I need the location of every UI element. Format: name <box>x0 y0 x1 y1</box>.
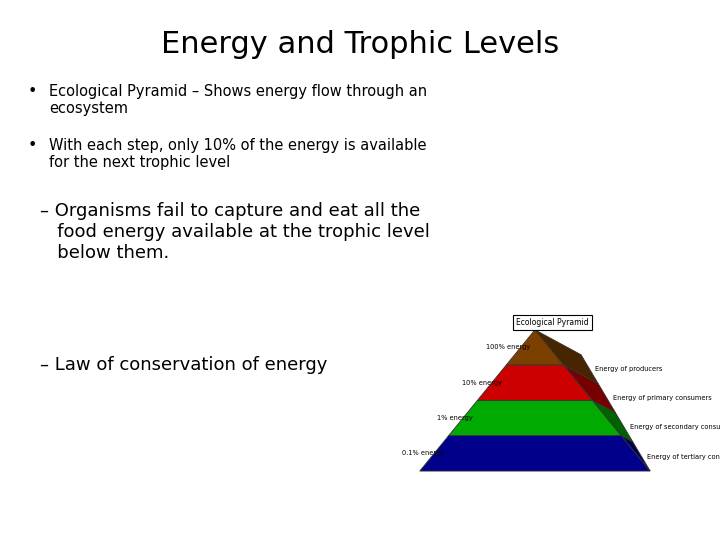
Polygon shape <box>535 330 598 384</box>
Polygon shape <box>506 330 564 365</box>
Polygon shape <box>621 436 650 471</box>
Text: Energy of primary consumers: Energy of primary consumers <box>613 395 711 401</box>
Polygon shape <box>564 365 616 413</box>
Text: •: • <box>27 84 37 99</box>
Text: Energy of producers: Energy of producers <box>595 366 663 372</box>
Text: Ecological Pyramid: Ecological Pyramid <box>516 318 588 327</box>
Text: Ecological Pyramid – Shows energy flow through an
ecosystem: Ecological Pyramid – Shows energy flow t… <box>49 84 427 116</box>
Text: Energy and Trophic Levels: Energy and Trophic Levels <box>161 30 559 59</box>
Polygon shape <box>593 401 633 442</box>
Text: 0.1% energy: 0.1% energy <box>402 450 444 456</box>
Text: Energy of tertiary consumers: Energy of tertiary consumers <box>647 454 720 460</box>
Polygon shape <box>420 436 650 471</box>
Text: – Organisms fail to capture and eat all the
   food energy available at the trop: – Organisms fail to capture and eat all … <box>40 202 429 262</box>
Text: With each step, only 10% of the energy is available
for the next trophic level: With each step, only 10% of the energy i… <box>49 138 426 170</box>
Text: 10% energy: 10% energy <box>462 380 502 386</box>
Polygon shape <box>477 365 593 401</box>
Text: Energy of secondary consumers: Energy of secondary consumers <box>630 424 720 430</box>
Polygon shape <box>449 401 621 436</box>
Text: 1% energy: 1% energy <box>437 415 473 421</box>
Text: •: • <box>27 138 37 153</box>
Text: 100% energy: 100% energy <box>487 345 531 350</box>
Text: – Law of conservation of energy: – Law of conservation of energy <box>40 356 327 374</box>
